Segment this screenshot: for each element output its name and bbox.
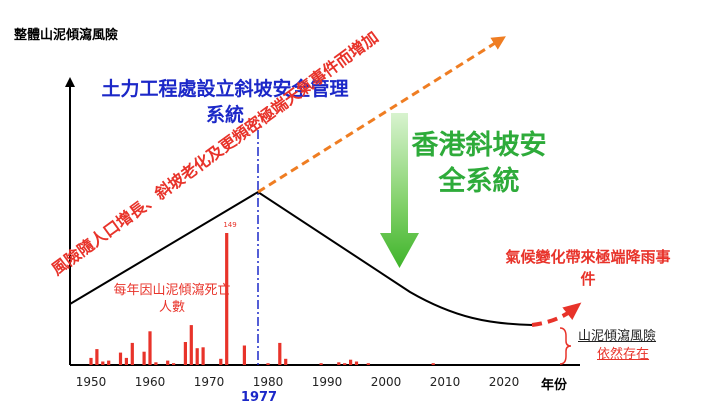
x-tick-label: 1960 — [134, 375, 166, 389]
death-bar-1964 — [172, 363, 176, 365]
death-bar-1950 — [89, 357, 93, 365]
x-tick-label: 2000 — [370, 375, 402, 389]
death-bar-1976 — [242, 345, 246, 365]
death-bar-1989 — [319, 363, 323, 365]
death-bar-1997 — [366, 363, 370, 365]
death-bar-1968 — [195, 348, 199, 365]
death-bar-1969 — [201, 347, 205, 365]
x-tick-label: 1970 — [193, 375, 225, 389]
remaining-risk-brace — [559, 327, 572, 365]
death-bar-1982 — [278, 342, 282, 365]
death-bar-1993 — [343, 363, 347, 365]
death-bar-1980 — [266, 363, 270, 365]
climate-label: 氣候變化帶來極端降雨事件 — [505, 248, 671, 288]
climate-risk-arrow — [531, 302, 582, 327]
geo-system-label: 土力工程處設立斜坡安全管理系統 — [101, 78, 349, 126]
death-bar-2008 — [431, 363, 435, 365]
death-bar-1952 — [101, 361, 105, 365]
marked-year-label: 1977 — [240, 390, 278, 405]
death-bar-1963 — [166, 360, 170, 365]
death-bar-1992 — [337, 362, 341, 365]
death-bar-1956 — [124, 357, 128, 365]
death-bar-1972 — [219, 358, 223, 365]
slope-safety-down-arrow — [380, 113, 419, 268]
death-bar-1983 — [284, 358, 288, 365]
remaining-risk-line1: 山泥傾瀉風險 — [578, 329, 657, 344]
deaths-bars — [89, 233, 435, 365]
x-tick-label: 1950 — [75, 375, 107, 389]
death-bar-1961 — [154, 362, 158, 365]
death-bar-1973 — [225, 233, 229, 365]
deaths-peak-label: 149 — [223, 221, 237, 229]
y-axis-label: 整體山泥傾瀉風險 — [14, 28, 119, 43]
death-bar-1955 — [118, 352, 123, 365]
x-axis-label: 年份 — [541, 378, 568, 393]
x-tick-label: 2020 — [488, 375, 520, 389]
hk-system-label: 香港斜坡安全系統 — [411, 130, 547, 197]
death-bar-1951 — [95, 349, 99, 365]
rising-risk-arrow — [257, 36, 506, 194]
death-bar-1959 — [142, 351, 146, 365]
death-bar-1957 — [130, 342, 134, 365]
death-bar-1960 — [148, 331, 152, 365]
remaining-risk-line2: 依然存在 — [597, 347, 650, 362]
deaths-label: 每年因山泥傾瀉死亡人數 — [113, 283, 231, 315]
x-tick-label: 1990 — [311, 375, 343, 389]
overall-risk-curve — [69, 190, 533, 326]
death-bar-1994 — [349, 359, 353, 365]
x-tick-label: 1980 — [252, 375, 284, 389]
death-bar-1967 — [189, 325, 193, 365]
death-bar-1995 — [354, 361, 359, 365]
death-bar-1966 — [183, 342, 187, 365]
death-bar-1953 — [107, 360, 111, 365]
x-tick-label: 2010 — [429, 375, 461, 389]
